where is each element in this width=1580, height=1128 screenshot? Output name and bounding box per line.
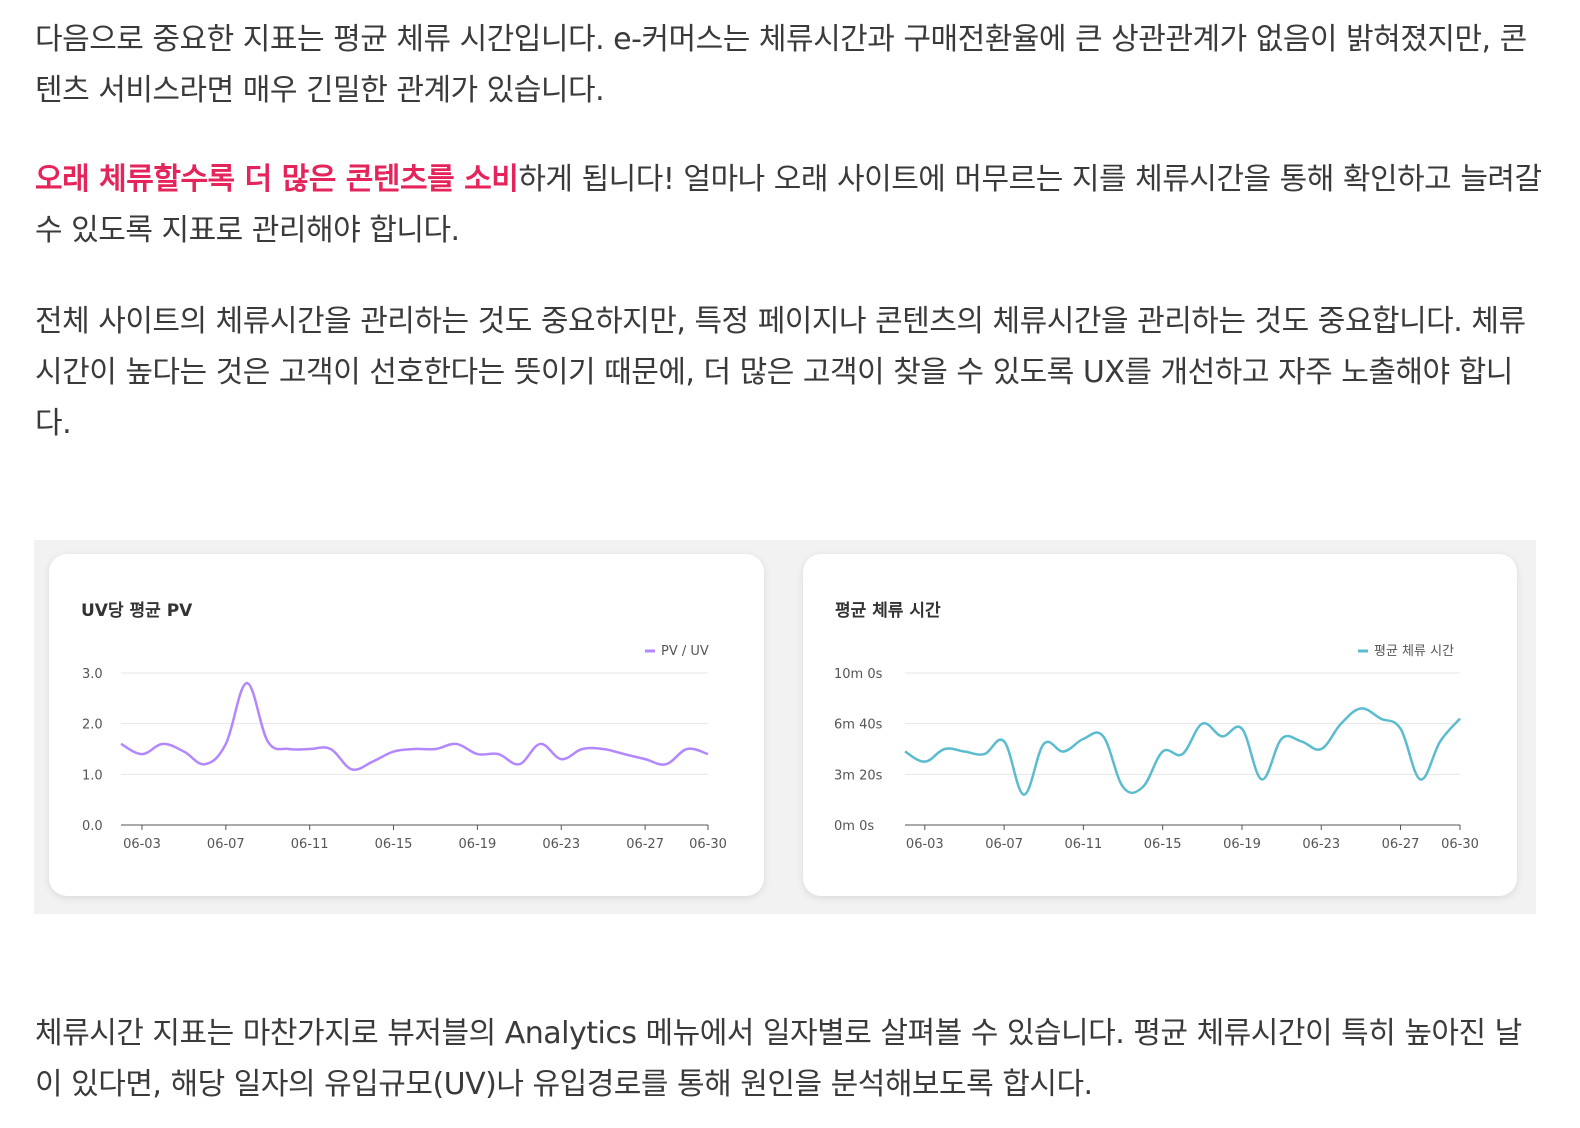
- paragraph-rest-text: 하게 됩니다! 얼마나 오래 사이트에 머무르는 지를 체류시간을 통해 확인하…: [35, 162, 1542, 248]
- pv-x-tick-label: 06-27: [626, 837, 664, 852]
- chart-title-avg-dwell: 평균 체류 시간: [835, 601, 941, 621]
- dwell-x-tick-label: 06-15: [1144, 837, 1182, 852]
- pv-y-tick-label: 1.0: [82, 768, 103, 783]
- chart-card-avg-dwell: 평균 체류 시간 0m 0s 3m 20s 6m 40s 10m 0s 06-03 06-…: [803, 554, 1517, 896]
- dwell-y-tick-label: 6m 40s: [834, 718, 883, 733]
- pv-y-tick-label: 3.0: [82, 667, 103, 682]
- pv-legend-label: PV / UV: [661, 644, 709, 659]
- chart-avg-dwell: 0m 0s 3m 20s 6m 40s 10m 0s 06-03 06-07 06-11 06…: [834, 644, 1479, 852]
- dwell-legend-label: 평균 체류 시간: [1374, 644, 1454, 659]
- pv-x-tick-label: 06-30: [689, 837, 727, 852]
- dwell-series-line: [904, 707, 1461, 796]
- charts-panel: UV당 평균 PV 0.0 1.0 2.0 3.0 06-03 06-07 06-11 06-…: [34, 540, 1536, 914]
- dwell-y-tick-label: 3m 20s: [834, 768, 883, 783]
- pv-x-tick-label: 06-07: [207, 837, 245, 852]
- chart-pv-per-uv: 0.0 1.0 2.0 3.0 06-03 06-07 06-11 06-15 06-19 06-…: [82, 644, 727, 852]
- pv-x-tick-label: 06-11: [291, 837, 329, 852]
- pv-series-line: [120, 681, 709, 771]
- emphasis-text: 오래 체류할수록 더 많은 콘텐츠를 소비: [35, 162, 519, 197]
- dwell-x-tick-label: 06-27: [1382, 837, 1420, 852]
- pv-x-tick-label: 06-23: [542, 837, 580, 852]
- paragraph-page-dwell: 전체 사이트의 체류시간을 관리하는 것도 중요하지만, 특정 페이지나 콘텐츠…: [35, 304, 1526, 441]
- pv-x-tick-label: 06-15: [375, 837, 413, 852]
- dwell-y-tick-label: 0m 0s: [834, 819, 874, 834]
- dwell-x-tick-label: 06-30: [1441, 837, 1479, 852]
- dwell-x-tick-label: 06-19: [1223, 837, 1261, 852]
- dwell-x-tick-label: 06-11: [1065, 837, 1103, 852]
- chart-card-pv-per-uv: UV당 평균 PV 0.0 1.0 2.0 3.0 06-03 06-07 06-11 06-…: [49, 554, 764, 896]
- chart-title-pv-per-uv: UV당 평균 PV: [81, 601, 193, 621]
- pv-y-tick-label: 0.0: [82, 819, 103, 834]
- paragraph-avg-dwell-intro: 다음으로 중요한 지표는 평균 체류 시간입니다. e-커머스는 체류시간과 구…: [35, 22, 1527, 108]
- pv-x-tick-label: 06-03: [123, 837, 161, 852]
- dwell-x-tick-label: 06-03: [906, 837, 944, 852]
- pv-y-tick-label: 2.0: [82, 718, 103, 733]
- dwell-y-tick-label: 10m 0s: [834, 667, 883, 682]
- pv-x-tick-label: 06-19: [459, 837, 497, 852]
- dwell-x-tick-label: 06-23: [1302, 837, 1340, 852]
- dwell-x-tick-label: 06-07: [985, 837, 1023, 852]
- paragraph-dwell-consumption: 오래 체류할수록 더 많은 콘텐츠를 소비하게 됩니다! 얼마나 오래 사이트에…: [35, 154, 1545, 256]
- paragraph-analytics-menu: 체류시간 지표는 마찬가지로 뷰저블의 Analytics 메뉴에서 일자별로 …: [35, 1016, 1522, 1102]
